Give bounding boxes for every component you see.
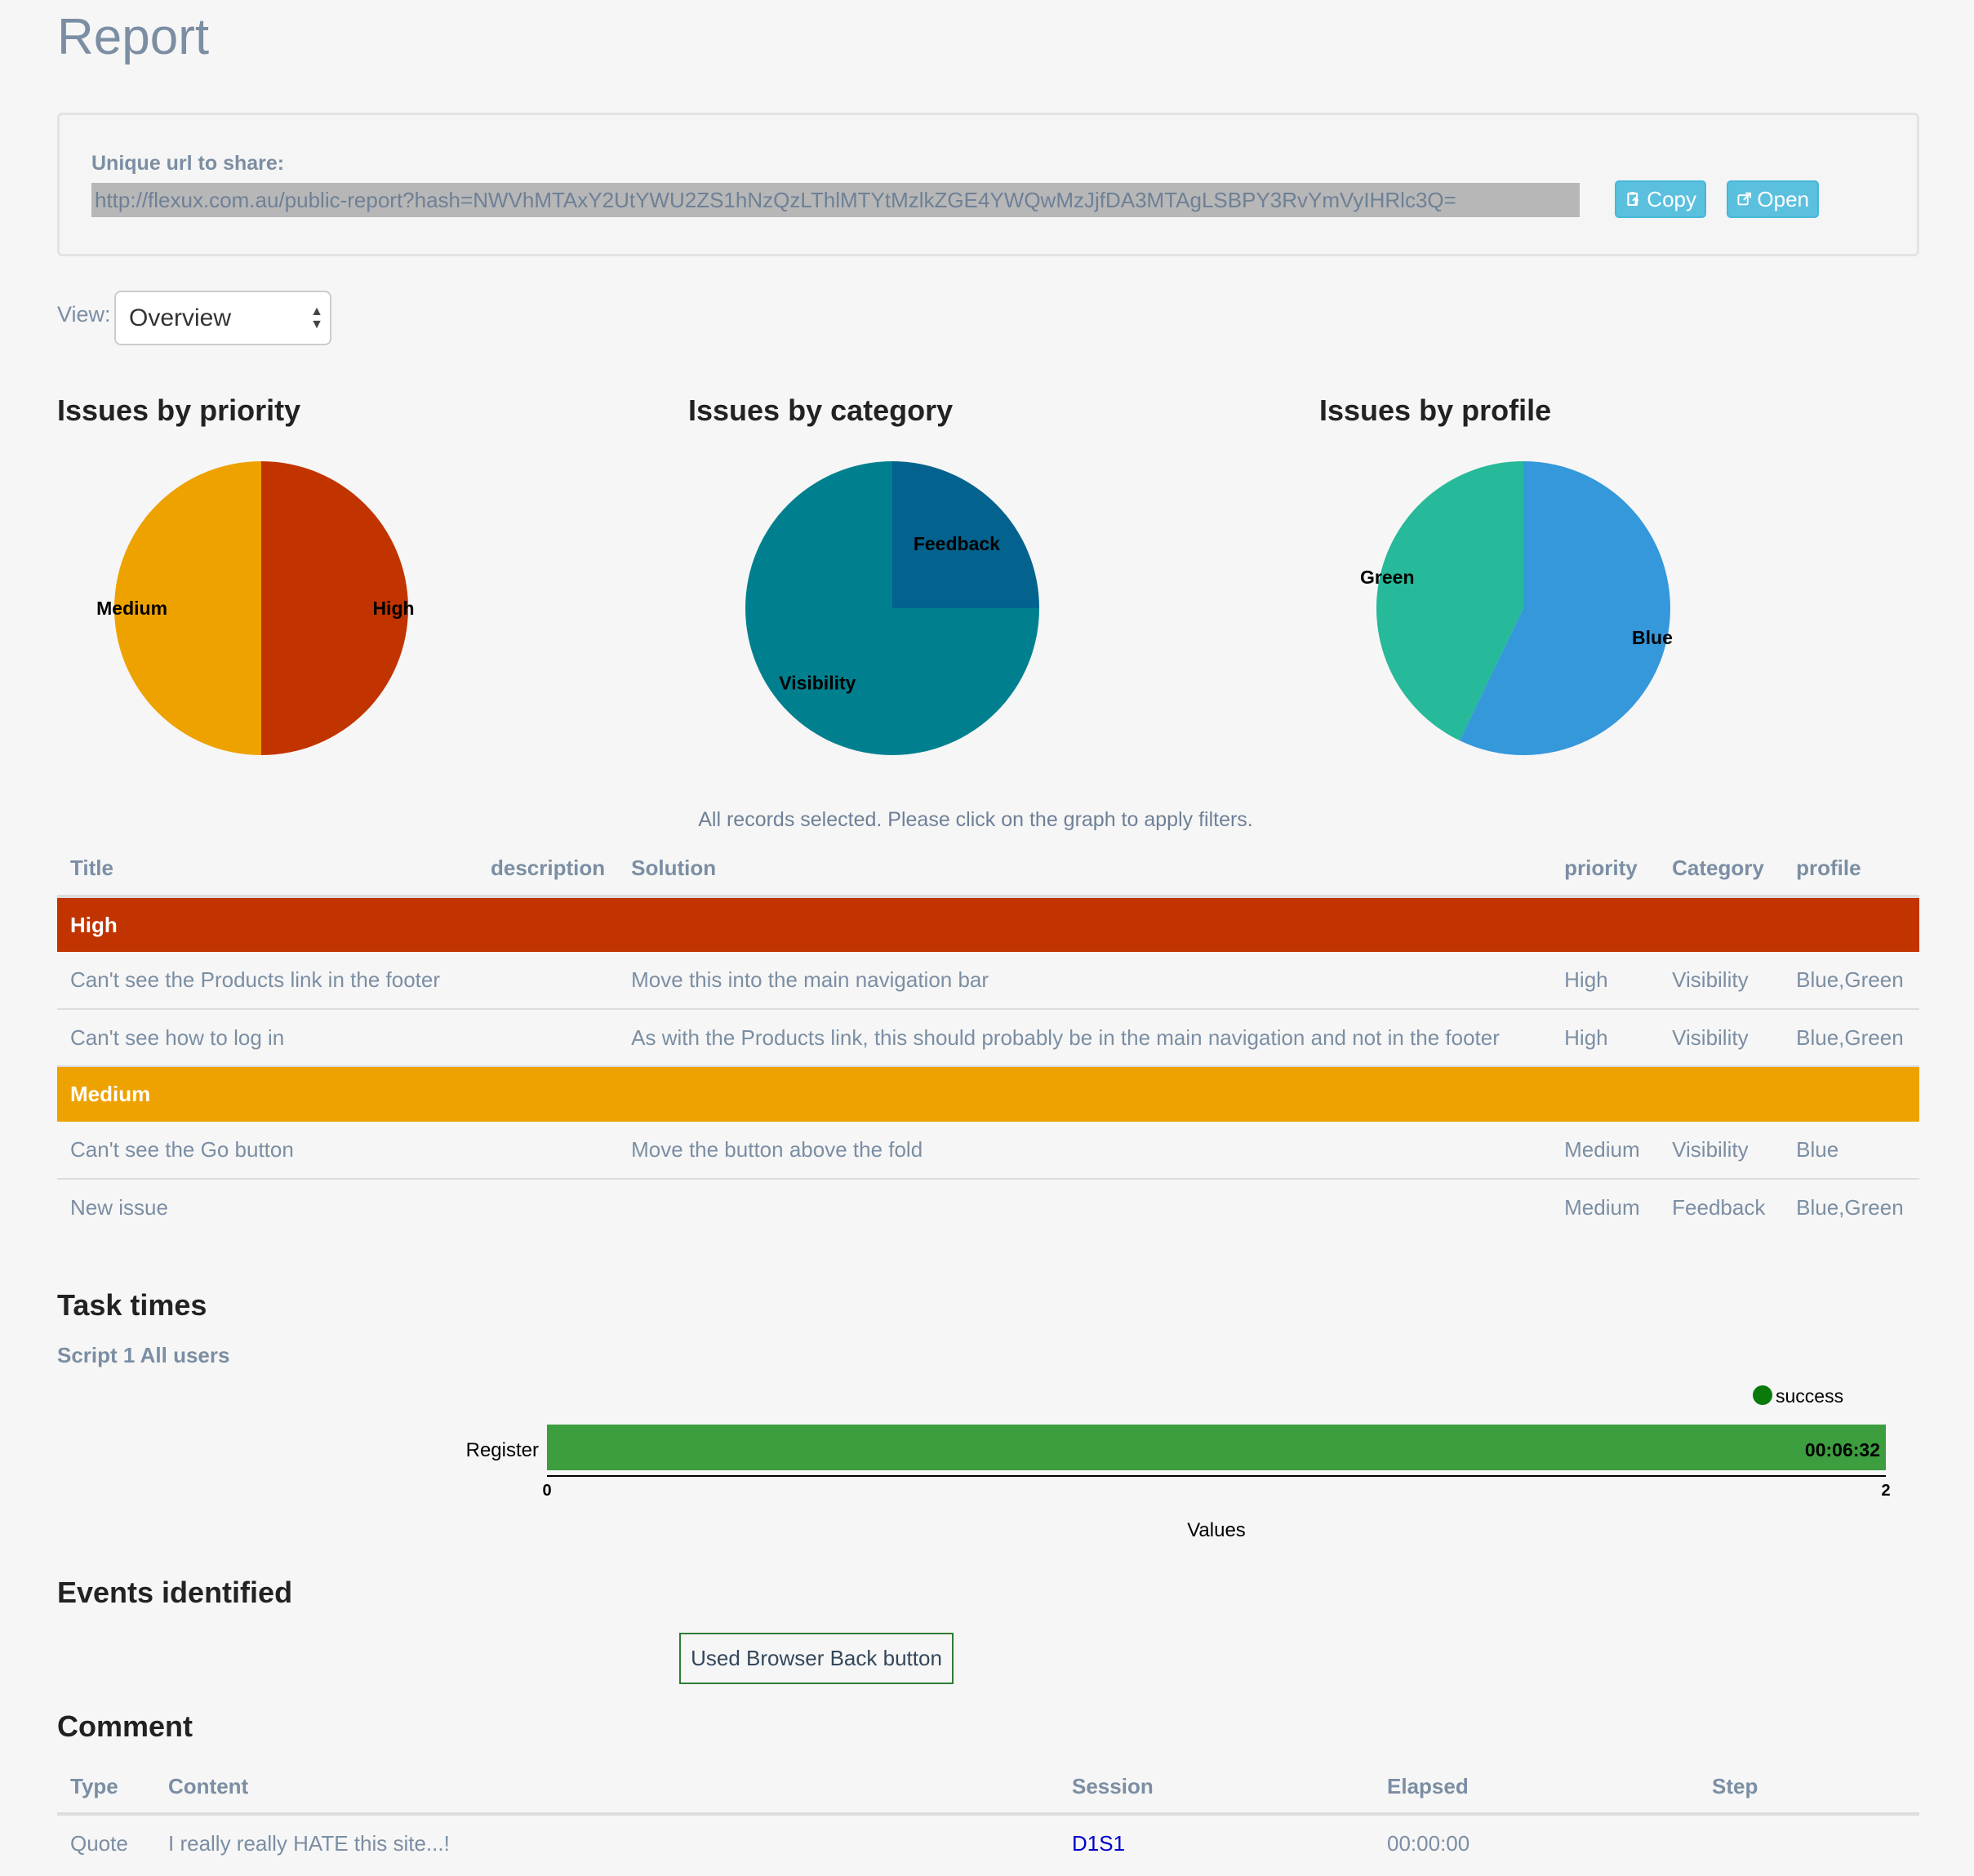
pie-label-green: Green [1360,567,1414,588]
group-label: Medium [57,1066,1919,1122]
share-url-input[interactable] [91,183,1580,217]
issue-solution: As with the Products link, this should p… [618,1009,1552,1067]
comment-type: Quote [70,1830,128,1856]
header-profile[interactable]: profile [1783,841,1919,898]
pie-slice-blue[interactable] [1459,461,1670,755]
table-row[interactable]: Quote I really really HATE this site...!… [57,1814,1919,1871]
issue-title: Can't see the Go button [57,1122,619,1180]
task-times-subtitle: Script 1 All users [57,1343,230,1367]
header-solution[interactable]: Solution [618,841,1552,898]
bar-register[interactable] [547,1425,1886,1470]
bar-category-label: Register [466,1439,539,1461]
header-priority[interactable]: priority [1551,841,1660,898]
header-category[interactable]: Category [1659,841,1784,898]
pie-slice-medium[interactable] [114,461,261,755]
external-link-icon [1737,192,1751,206]
group-row-high[interactable]: High [57,896,1919,952]
comment-content: I really really HATE this site...! [168,1830,450,1856]
comment-session-cell: D1S1 [1059,1814,1374,1871]
open-label: Open [1757,187,1809,211]
profile-chart-title: Issues by profile [1319,393,1552,427]
comment-step [1699,1814,1919,1871]
comment-table: Type Content Session Elapsed Step Quote … [57,1760,1919,1871]
filter-note: All records selected. Please click on th… [698,808,1253,831]
pie-slice-visibility[interactable] [745,461,1039,755]
event-tag[interactable]: Used Browser Back button [679,1633,954,1684]
header-type[interactable]: Type [57,1760,155,1816]
pie-slice-green[interactable] [1376,461,1523,741]
x-axis-label: Values [1187,1519,1246,1541]
header-title[interactable]: Title [57,841,478,898]
view-select[interactable]: Overview ▲ ▼ [114,291,331,345]
events-title: Events identified [57,1576,293,1609]
issue-profile: Blue,Green [1783,952,1919,1010]
issue-title: Can't see the Products link in the foote… [57,952,619,1010]
pie-label-visibility: Visibility [779,673,856,694]
share-label: Unique url to share: [91,152,285,175]
task-times-chart: success Register 00:06:32 0 2 Values [466,1385,1891,1541]
task-times-title: Task times [57,1288,207,1322]
comment-title: Comment [57,1709,193,1743]
legend-success-marker [1753,1385,1772,1405]
session-link[interactable]: D1S1 [1072,1830,1126,1856]
issue-profile: Blue [1783,1122,1919,1180]
issue-title: Can't see how to log in [57,1009,619,1067]
page-title: Report [57,9,210,65]
view-selected-value: Overview [129,305,232,331]
profile-pie-chart[interactable]: Blue Green [1352,453,1695,763]
issue-solution [618,1179,1551,1236]
table-row[interactable]: Can't see the Go button Move the button … [57,1122,1919,1180]
copy-button[interactable]: Copy [1615,180,1706,218]
issues-header-row: Title description Solution priority Cate… [57,841,1919,898]
view-label: View: [57,302,111,327]
issue-priority: Medium [1564,1195,1640,1220]
issue-profile: Blue,Green [1796,1195,1904,1220]
x-tick-min: 0 [542,1482,551,1500]
issue-category: Visibility [1659,1009,1784,1067]
pie-label-blue: Blue [1632,627,1673,648]
header-content[interactable]: Content [155,1760,1059,1816]
category-chart-title: Issues by category [688,393,954,427]
bar-value-label: 00:06:32 [1805,1439,1880,1460]
header-elapsed[interactable]: Elapsed [1374,1760,1699,1816]
issue-solution: Move the button above the fold [618,1122,1552,1180]
issue-priority: High [1551,952,1660,1010]
pie-label-feedback: Feedback [914,533,1000,554]
issue-solution: Move this into the main navigation bar [618,952,1552,1010]
table-row[interactable]: Can't see how to log in As with the Prod… [57,1009,1919,1067]
clipboard-icon [1627,192,1639,207]
priority-pie-chart[interactable]: High Medium [90,453,433,763]
comment-elapsed: 00:00:00 [1387,1830,1470,1856]
priority-chart-title: Issues by priority [57,393,301,427]
pie-slice-high[interactable] [261,461,408,755]
issue-category: Feedback [1672,1195,1766,1220]
legend-success-label: success [1776,1385,1843,1407]
header-session[interactable]: Session [1059,1760,1374,1816]
issue-category: Visibility [1659,1122,1784,1180]
table-row[interactable]: New issue Medium Feedback Blue,Green [57,1179,1919,1236]
header-description[interactable]: description [478,841,619,898]
open-button[interactable]: Open [1727,180,1819,218]
issue-profile: Blue,Green [1783,1009,1919,1067]
table-row[interactable]: Can't see the Products link in the foote… [57,952,1919,1010]
x-tick-max: 2 [1881,1482,1890,1500]
select-arrows-icon: ▲ ▼ [310,305,323,331]
header-step[interactable]: Step [1699,1760,1919,1816]
issue-title: New issue [70,1195,168,1220]
copy-label: Copy [1647,187,1696,211]
share-panel: Unique url to share: Copy Open [57,113,1919,256]
issue-priority: High [1551,1009,1660,1067]
pie-slice-feedback[interactable] [892,461,1039,608]
group-row-medium[interactable]: Medium [57,1066,1919,1122]
issues-table: Title description Solution priority Cate… [57,841,1919,1236]
pie-label-high: High [372,598,414,619]
category-pie-chart[interactable]: Feedback Visibility [721,453,1064,763]
issue-category: Visibility [1659,952,1784,1010]
group-label: High [57,896,1919,952]
pie-label-medium: Medium [96,598,167,619]
comment-header-row: Type Content Session Elapsed Step [57,1760,1919,1816]
issue-priority: Medium [1551,1122,1660,1180]
